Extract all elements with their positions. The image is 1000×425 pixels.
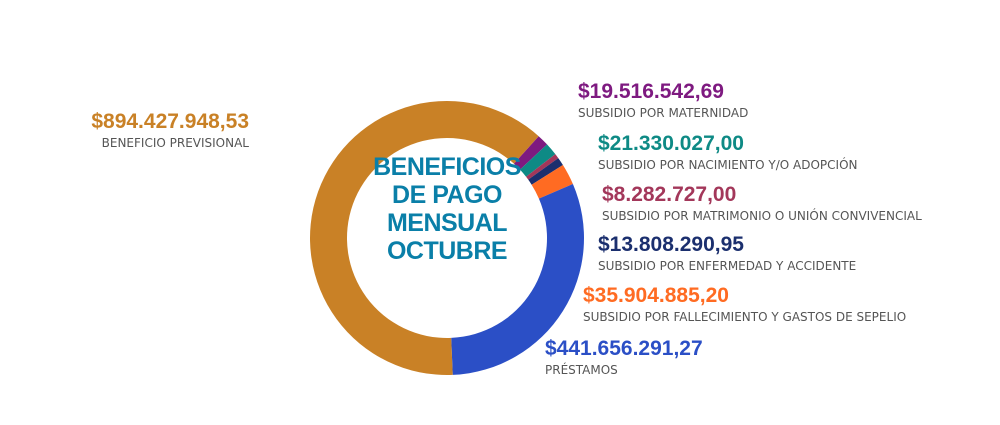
donut-slice xyxy=(526,154,559,180)
label-matrimonio: $8.282.727,00 SUBSIDIO POR MATRIMONIO O … xyxy=(602,183,922,224)
donut-slice xyxy=(528,158,563,185)
donut-slice xyxy=(513,136,548,170)
donut-slice xyxy=(309,100,539,376)
slice-value: $13.808.290,95 xyxy=(598,233,744,256)
slice-name: SUBSIDIO POR FALLECIMIENTO Y GASTOS DE S… xyxy=(583,310,907,324)
label-enfermedad: $13.808.290,95 SUBSIDIO POR ENFERMEDAD Y… xyxy=(598,233,856,274)
slice-name: SUBSIDIO POR NACIMIENTO Y/O ADOPCIÓN xyxy=(598,158,858,172)
label-fallecimiento: $35.904.885,20 SUBSIDIO POR FALLECIMIENT… xyxy=(583,284,906,325)
slice-name: BENEFICIO PREVISIONAL xyxy=(101,136,249,150)
donut-slice xyxy=(531,164,573,199)
slice-name: SUBSIDIO POR MATERNIDAD xyxy=(578,106,749,120)
label-beneficio-previsional: $894.427.948,53 BENEFICIO PREVISIONAL xyxy=(91,110,249,151)
slice-name: SUBSIDIO POR MATRIMONIO O UNIÓN CONVIVEN… xyxy=(602,209,922,223)
label-maternidad: $19.516.542,69 SUBSIDIO POR MATERNIDAD xyxy=(578,80,748,121)
slice-value: $8.282.727,00 xyxy=(602,183,737,206)
label-nacimiento: $21.330.027,00 SUBSIDIO POR NACIMIENTO Y… xyxy=(598,132,858,173)
title-line: MENSUAL xyxy=(386,209,508,237)
slice-value: $19.516.542,69 xyxy=(578,80,724,103)
donut-slice xyxy=(520,144,556,177)
chart-title: BENEFICIOS DE PAGO MENSUAL OCTUBRE xyxy=(330,153,564,265)
donut-slice xyxy=(451,184,584,375)
slice-value: $21.330.027,00 xyxy=(598,132,744,155)
title-line: DE PAGO xyxy=(392,181,502,209)
slice-value: $441.656.291,27 xyxy=(545,337,703,360)
title-line: OCTUBRE xyxy=(386,237,508,265)
slice-value: $894.427.948,53 xyxy=(91,110,249,133)
slice-name: SUBSIDIO POR ENFERMEDAD Y ACCIDENTE xyxy=(598,259,857,273)
title-line: BENEFICIOS xyxy=(373,153,521,181)
slice-name: PRÉSTAMOS xyxy=(545,363,618,377)
label-prestamos: $441.656.291,27 PRÉSTAMOS xyxy=(545,337,703,378)
slice-value: $35.904.885,20 xyxy=(583,284,729,307)
